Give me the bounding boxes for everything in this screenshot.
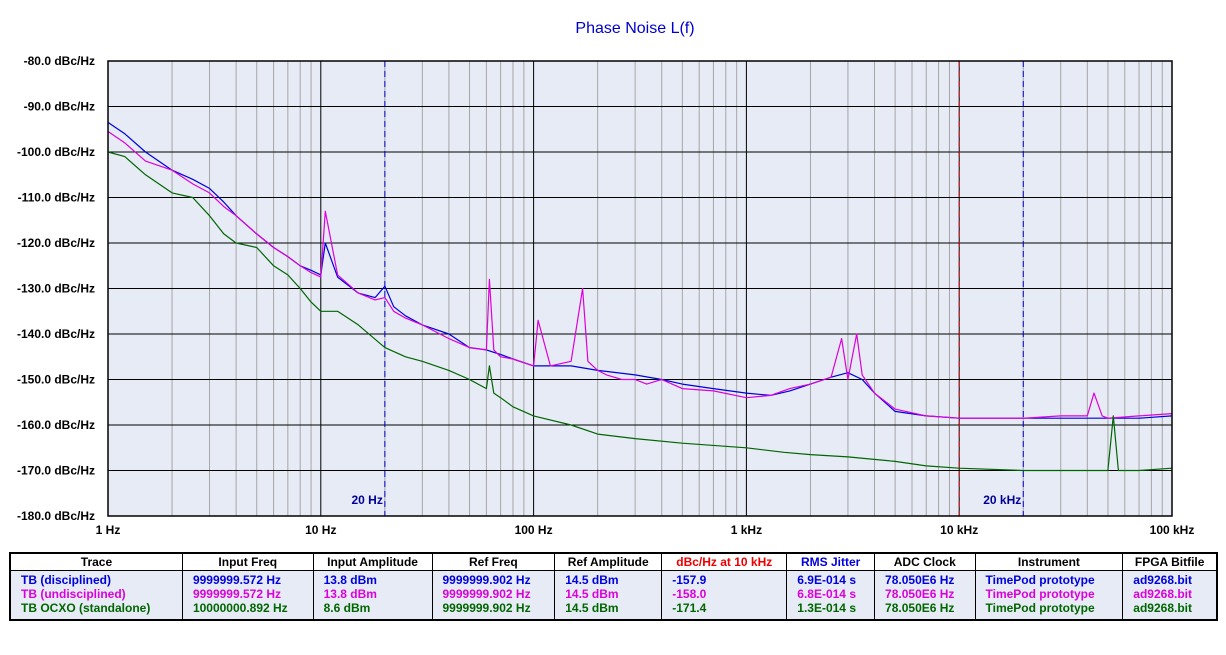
table-cell: 78.050E6 Hz: [874, 587, 976, 601]
table-header-cell: RMS Jitter: [786, 553, 875, 571]
marker-label: 20 Hz: [351, 493, 382, 507]
plot-frame: [107, 60, 1173, 517]
marker-label: 20 kHz: [983, 493, 1021, 507]
table-cell: 14.5 dBm: [554, 587, 662, 601]
table-cell: 6.8E-014 s: [786, 587, 875, 601]
y-tick-label: -110.0 dBc/Hz: [18, 191, 95, 205]
table-cell: 9999999.572 Hz: [181, 587, 314, 601]
y-tick-label: -180.0 dBc/Hz: [17, 509, 95, 523]
x-tick-label: 1 Hz: [96, 523, 121, 537]
series-line: [107, 151, 1173, 472]
table-header-cell: Ref Amplitude: [554, 553, 662, 571]
table-cell: TB (undisciplined): [10, 587, 183, 601]
chart-title: Phase Noise L(f): [575, 20, 694, 37]
table-cell: 9999999.902 Hz: [431, 570, 555, 587]
table-cell: 78.050E6 Hz: [874, 601, 976, 620]
y-tick-label: -150.0 dBc/Hz: [17, 373, 95, 387]
table-header-cell: Trace: [10, 553, 183, 571]
table-row: TB (undisciplined) 9999999.572 Hz 13.8 dBm…: [10, 587, 1217, 601]
table-cell: 13.8 dBm: [312, 570, 432, 587]
table-cell: TB OCXO (standalone): [10, 601, 183, 620]
table-header-row: Trace Input Freq Input Amplitude Ref Freq Re…: [10, 553, 1217, 571]
table-cell: 10000000.892 Hz: [181, 601, 314, 620]
x-tick-label: 10 Hz: [305, 523, 336, 537]
x-tick-label: 100 Hz: [515, 523, 553, 537]
frequency-markers: 20 Hz 20 kHz: [351, 61, 1024, 516]
table-header-cell: Ref Freq: [431, 553, 555, 571]
y-tick-label: -170.0 dBc/Hz: [17, 464, 95, 478]
table-cell: 6.9E-014 s: [786, 570, 875, 587]
table-cell: TimePod prototype: [974, 587, 1123, 601]
series-line: [107, 131, 1173, 419]
table-header-cell: FPGA Bitfile: [1122, 553, 1217, 571]
table-cell: 14.5 dBm: [554, 601, 662, 620]
table-cell: ad9268.bit: [1122, 601, 1217, 620]
table-header-cell: dBc/Hz at 10 kHz: [661, 553, 787, 571]
phase-noise-chart: Phase Noise L(f) 20 Hz 20 kHz -80.0 dBc/H…: [17, 20, 1195, 537]
y-tick-label: -160.0 dBc/Hz: [17, 418, 95, 432]
table-cell: -158.0: [661, 587, 787, 601]
table-cell: 9999999.902 Hz: [431, 587, 555, 601]
table-cell: -171.4: [661, 601, 787, 620]
table-cell: ad9268.bit: [1122, 587, 1217, 601]
table-cell: TB (disciplined): [10, 570, 183, 587]
x-tick-label: 10 kHz: [940, 523, 978, 537]
table-cell: 13.8 dBm: [312, 587, 432, 601]
table-cell: TimePod prototype: [974, 570, 1123, 587]
y-tick-label: -80.0 dBc/Hz: [24, 54, 95, 68]
x-tick-label: 100 kHz: [1150, 523, 1195, 537]
x-axis-labels: 1 Hz 10 Hz 100 Hz 1 kHz 10 kHz 100 kHz: [96, 523, 1195, 537]
table-cell: 1.3E-014 s: [786, 601, 875, 620]
table-cell: 8.6 dBm: [312, 601, 432, 620]
table-header-cell: Input Amplitude: [312, 553, 432, 571]
y-tick-label: -120.0 dBc/Hz: [17, 236, 95, 250]
table-cell: ad9268.bit: [1122, 570, 1217, 587]
y-tick-label: -100.0 dBc/Hz: [17, 145, 95, 159]
y-tick-label: -90.0 dBc/Hz: [24, 100, 95, 114]
table-row: TB OCXO (standalone) 10000000.892 Hz 8.6 d…: [10, 601, 1217, 620]
table-header-cell: Instrument: [974, 553, 1123, 571]
trace-summary-table: Trace Input Freq Input Amplitude Ref Freq Re…: [9, 552, 1218, 621]
series-layer: [107, 121, 1173, 472]
table-header-cell: ADC Clock: [874, 553, 976, 571]
table-cell: 14.5 dBm: [554, 570, 662, 587]
x-tick-label: 1 kHz: [731, 523, 762, 537]
table-row: TB (disciplined) 9999999.572 Hz 13.8 dBm 99…: [10, 570, 1217, 587]
y-tick-label: -140.0 dBc/Hz: [17, 327, 95, 341]
table-header-cell: Input Freq: [181, 553, 314, 571]
y-tick-label: -130.0 dBc/Hz: [17, 282, 95, 296]
table-cell: 78.050E6 Hz: [874, 570, 976, 587]
table-cell: 9999999.902 Hz: [431, 601, 555, 620]
table-cell: -157.9: [661, 570, 787, 587]
table-cell: 9999999.572 Hz: [181, 570, 314, 587]
table-body: TB (disciplined) 9999999.572 Hz 13.8 dBm 99…: [10, 570, 1217, 620]
y-axis-labels: -80.0 dBc/Hz -90.0 dBc/Hz -100.0 dBc/Hz -11…: [17, 54, 95, 523]
table-cell: TimePod prototype: [974, 601, 1123, 620]
